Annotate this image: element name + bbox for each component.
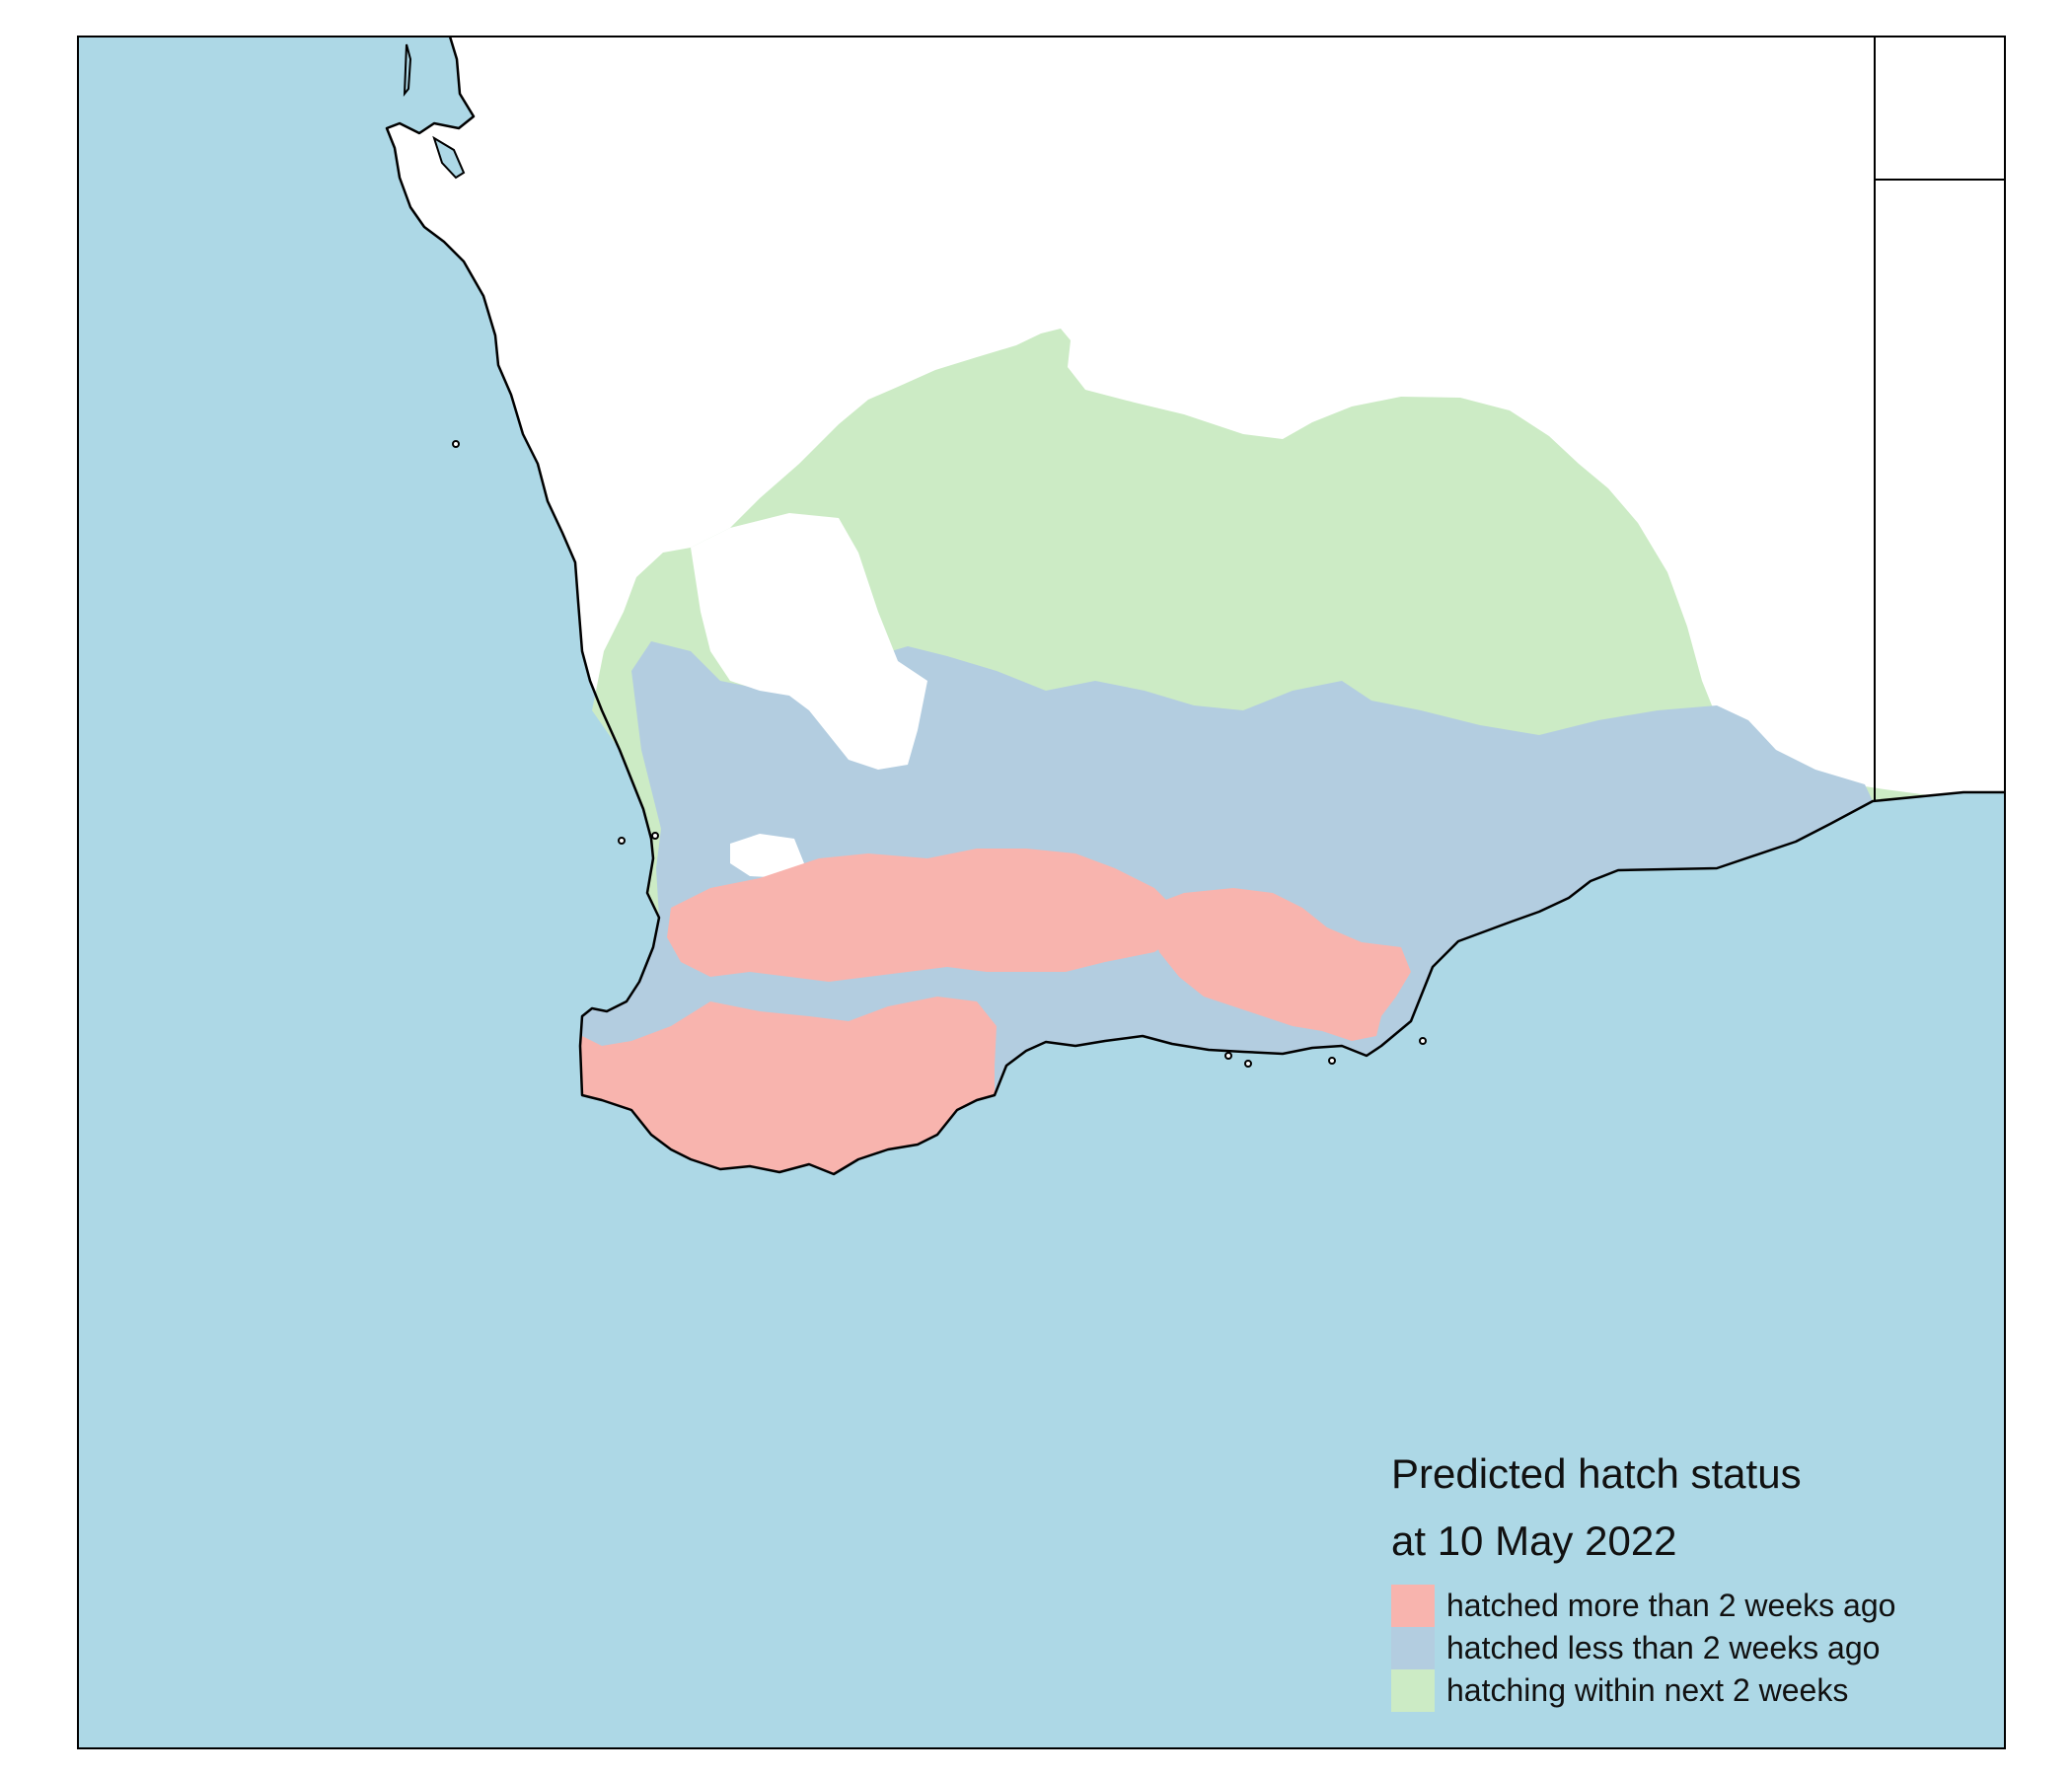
zone-hatched-more-than-2-weeks-ago	[667, 849, 1184, 982]
legend-item-hatched-less-than-2-weeks: hatched less than 2 weeks ago	[1391, 1627, 1983, 1669]
zone-hatched-more-than-2-weeks-ago	[1145, 888, 1411, 1041]
island	[403, 43, 412, 98]
island	[1419, 1037, 1427, 1045]
legend-swatch	[1391, 1627, 1435, 1669]
coastline	[385, 36, 2005, 1176]
legend-swatch	[1391, 1669, 1435, 1712]
legend-title: Predicted hatch status	[1391, 1450, 1802, 1497]
island	[452, 440, 460, 448]
island	[618, 837, 626, 845]
legend-label: hatching within next 2 weeks	[1446, 1672, 1849, 1708]
map-frame	[77, 36, 2006, 1749]
legend-label: hatched more than 2 weeks ago	[1446, 1588, 1896, 1623]
legend-label: hatched less than 2 weeks ago	[1446, 1630, 1881, 1665]
zone-hatched-more-than-2-weeks-ago	[580, 997, 997, 1174]
legend-item-hatching-within-next-2-weeks: hatching within next 2 weeks	[1391, 1669, 1983, 1712]
no-data-patch	[730, 834, 804, 878]
legend-swatch	[1391, 1585, 1435, 1627]
legend-item-hatched-more-than-2-weeks: hatched more than 2 weeks ago	[1391, 1585, 1983, 1627]
no-data-patch	[691, 513, 927, 770]
island	[432, 135, 466, 180]
map-legend: Predicted hatch status at 10 May 2022 ha…	[1391, 1441, 1983, 1712]
legend-subtitle: at 10 May 2022	[1391, 1517, 1677, 1564]
island	[651, 832, 659, 840]
island	[1224, 1052, 1232, 1060]
island	[1328, 1057, 1336, 1065]
island	[1244, 1060, 1252, 1068]
